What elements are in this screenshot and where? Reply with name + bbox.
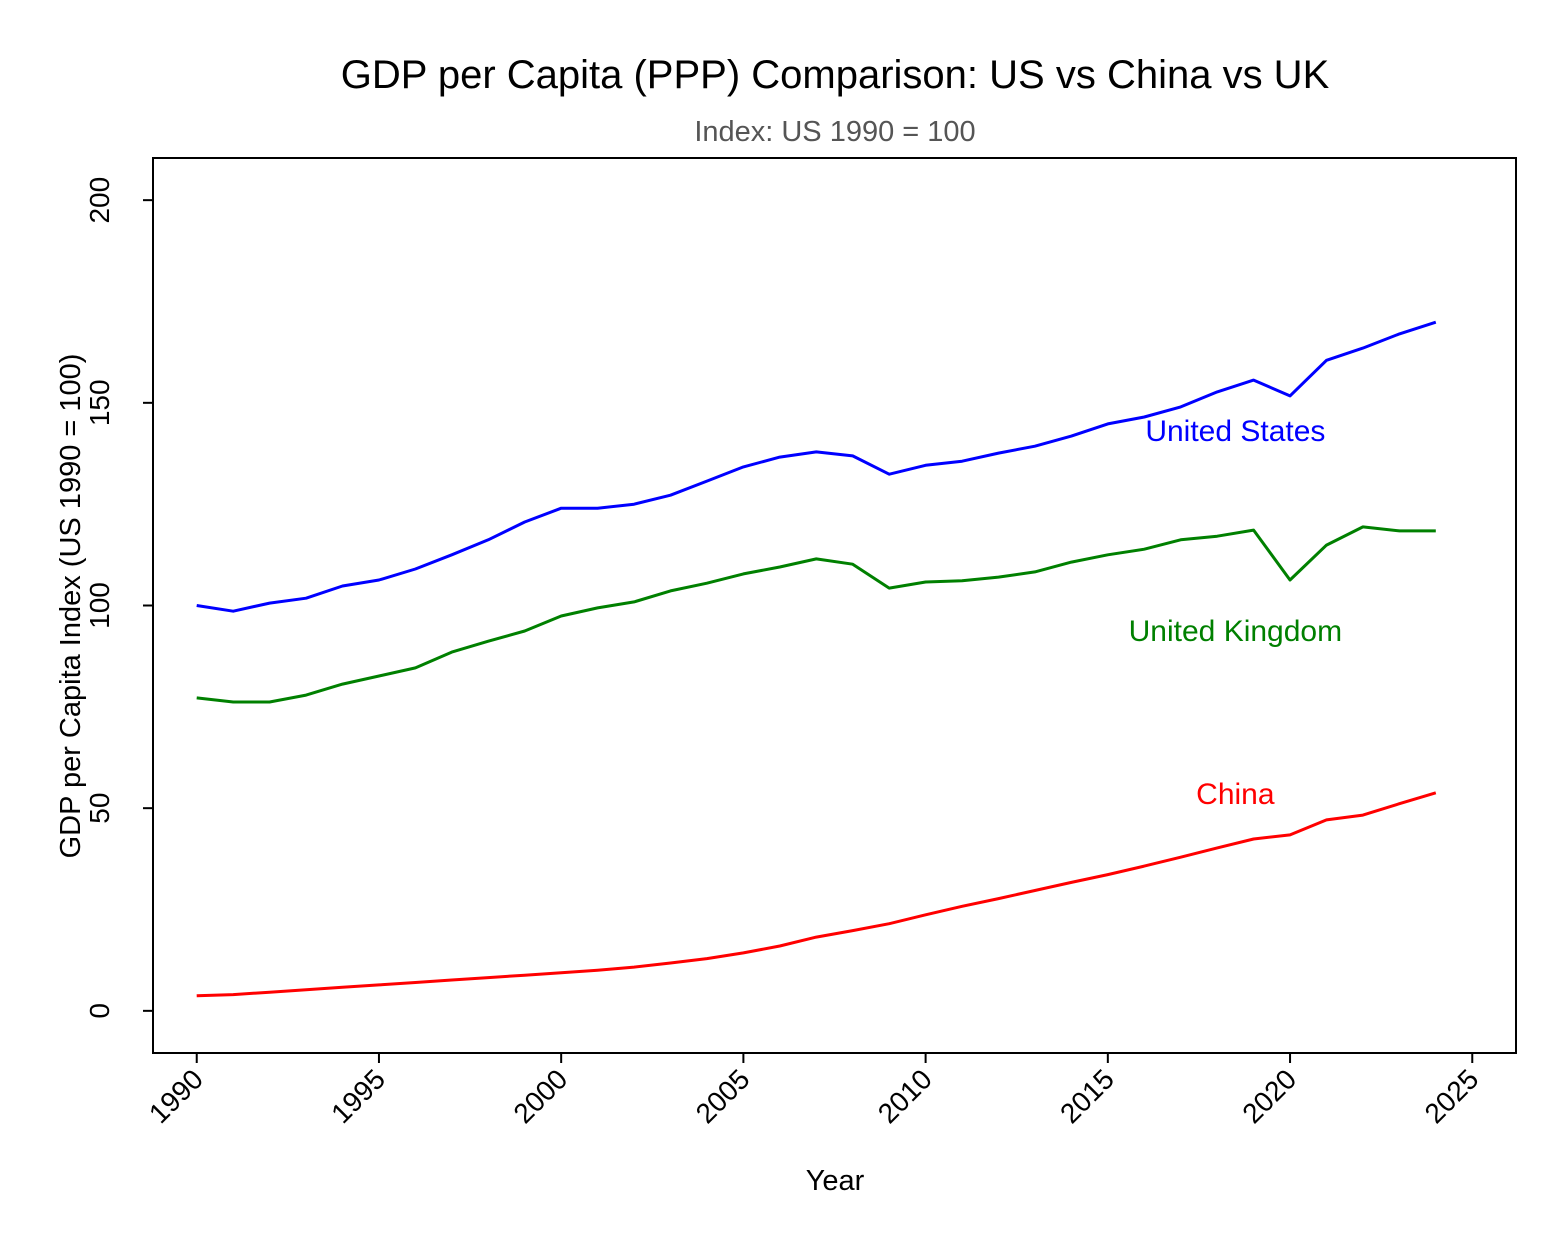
y-axis: 0 50 100 150 200	[84, 177, 153, 1019]
x-tick-label: 2025	[1419, 1063, 1485, 1129]
x-tick-label: 2015	[1054, 1063, 1120, 1129]
x-tick-label: 1990	[143, 1063, 209, 1129]
plot-frame	[152, 157, 1517, 1054]
series-line-china	[196, 791, 1437, 998]
y-tick-label: 200	[84, 177, 115, 224]
y-tick-label: 0	[84, 1003, 115, 1019]
plot-area: United States United Kingdom China	[196, 320, 1437, 998]
series-line-united-states	[196, 320, 1437, 613]
x-tick-label: 1995	[325, 1063, 391, 1129]
y-tick-label: 150	[84, 379, 115, 426]
x-tick-label: 2020	[1236, 1063, 1302, 1129]
y-axis-label: GDP per Capita Index (US 1990 = 100)	[55, 354, 87, 859]
x-axis-label: Year	[806, 1165, 865, 1197]
series-label-china: China	[1196, 778, 1275, 811]
chart-subtitle: Index: US 1990 = 100	[694, 116, 975, 148]
y-tick-label: 100	[84, 582, 115, 629]
series-line-united-kingdom	[196, 525, 1436, 704]
chart-title: GDP per Capita (PPP) Comparison: US vs C…	[341, 53, 1330, 97]
x-tick-label: 2005	[690, 1063, 756, 1129]
series-label-united-kingdom: United Kingdom	[1129, 615, 1342, 648]
y-tick-label: 50	[84, 793, 115, 824]
x-tick-label: 2010	[872, 1063, 938, 1129]
series-label-united-states: United States	[1145, 415, 1325, 448]
x-axis: 1990 1995 2000 2005 2010 2015 2020 2025	[143, 1053, 1485, 1129]
x-tick-label: 2000	[507, 1063, 573, 1129]
